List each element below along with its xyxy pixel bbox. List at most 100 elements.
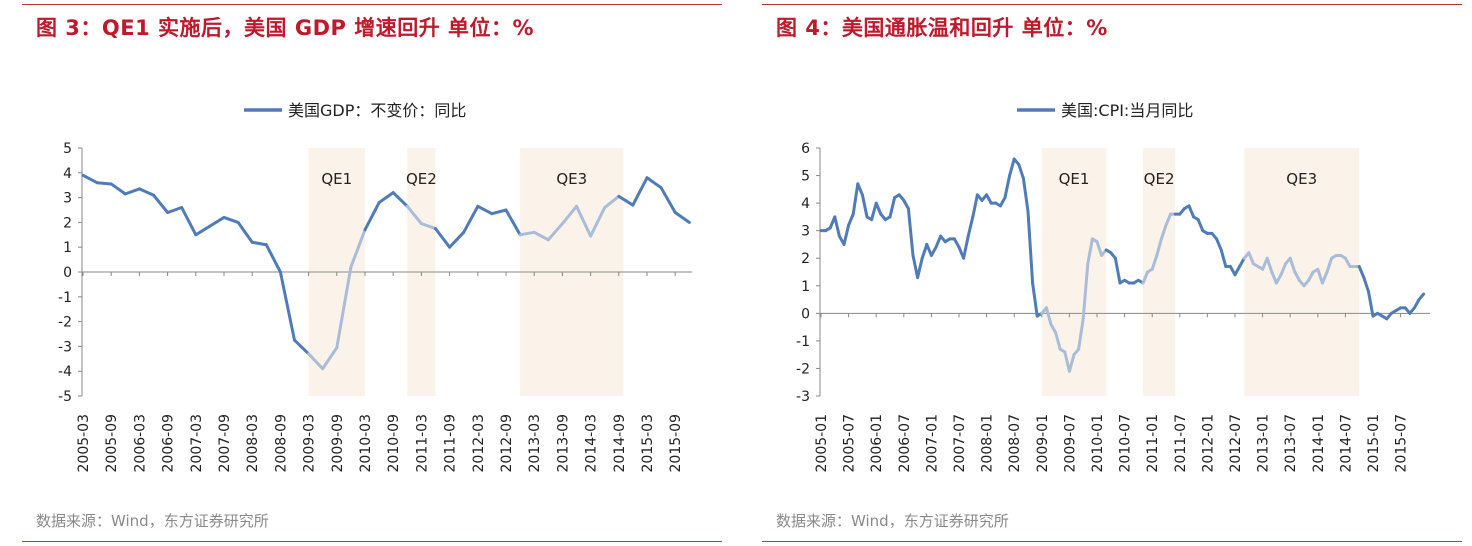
- legend-label: 美国:CPI:当月同比: [1061, 101, 1193, 120]
- series-line-segment: [180, 206, 198, 237]
- series-line-segment: [363, 201, 381, 232]
- series-line-segment: [278, 270, 296, 342]
- series-line-segment: [307, 352, 325, 371]
- x-tick-label: 2011-09: [443, 414, 459, 473]
- series-line-segment: [1187, 204, 1196, 219]
- series-line-segment: [166, 206, 184, 214]
- series-line-segment: [1307, 270, 1315, 282]
- x-tick-label: 2013-03: [527, 414, 543, 473]
- y-tick-label: -2: [796, 361, 810, 377]
- series-line-segment: [560, 204, 578, 226]
- series-line-segment: [902, 198, 910, 211]
- series-line-segment: [264, 243, 282, 274]
- y-tick-label: 3: [63, 191, 72, 207]
- series-line-segment: [1233, 264, 1242, 277]
- series-line-segment: [546, 222, 564, 242]
- series-line-segment: [1325, 256, 1334, 274]
- y-tick-label: -1: [58, 290, 72, 306]
- x-tick-label: 2014-09: [612, 414, 628, 473]
- source-note: 数据来源：Wind，东方证券研究所: [776, 512, 1009, 530]
- y-tick-label: 4: [801, 196, 810, 212]
- series-line-segment: [971, 193, 979, 219]
- series-line-segment: [476, 204, 494, 216]
- x-tick-label: 2010-09: [386, 414, 402, 473]
- series-line-segment: [95, 181, 113, 186]
- x-tick-label: 2006-07: [897, 414, 913, 473]
- series-line-segment: [673, 210, 691, 224]
- series-line-segment: [1003, 174, 1012, 200]
- x-tick-label: 2005-01: [814, 414, 830, 473]
- x-tick-label: 2015-09: [668, 414, 684, 473]
- series-line-segment: [1049, 322, 1058, 335]
- series-line-segment: [925, 242, 933, 257]
- series-line-segment: [462, 204, 480, 234]
- x-tick-label: 2011-03: [414, 414, 430, 473]
- series-line-segment: [870, 201, 878, 222]
- y-tick-label: -4: [58, 364, 72, 380]
- series-line-segment: [934, 234, 943, 249]
- source-note: 数据来源：Wind，东方证券研究所: [36, 512, 269, 530]
- x-tick-label: 2013-01: [1256, 414, 1272, 473]
- series-line-segment: [1279, 262, 1288, 277]
- x-tick-label: 2007-07: [952, 414, 968, 473]
- series-line-segment: [1081, 262, 1090, 321]
- x-tick-label: 2014-07: [1338, 414, 1354, 473]
- series-line-segment: [222, 215, 240, 224]
- x-tick-label: 2014-03: [584, 414, 600, 473]
- series-line-segment: [335, 265, 353, 350]
- y-tick-label: 3: [801, 224, 810, 240]
- shaded-period-qe3: [1244, 148, 1360, 396]
- bottom-rule: [22, 541, 722, 542]
- series-line-segment: [194, 224, 212, 237]
- series-line-segment: [1316, 267, 1324, 285]
- x-tick-label: 2015-03: [640, 414, 656, 473]
- series-line-segment: [137, 187, 155, 197]
- series-line-segment: [152, 193, 170, 214]
- x-tick-label: 2011-07: [1173, 414, 1189, 473]
- series-line-segment: [1063, 350, 1071, 373]
- series-line-segment: [1141, 270, 1150, 285]
- x-tick-label: 2009-01: [1035, 414, 1051, 473]
- series-line-segment: [617, 194, 635, 207]
- x-tick-label: 2007-03: [189, 414, 205, 473]
- series-line-segment: [1086, 237, 1094, 266]
- series-line-segment: [833, 215, 841, 238]
- series-line-segment: [1343, 256, 1352, 268]
- series-line-segment: [911, 253, 920, 280]
- series-line-segment: [1017, 163, 1025, 180]
- series-line-segment: [1288, 256, 1297, 274]
- series-line-segment: [321, 346, 339, 371]
- shaded-period-label: QE2: [1144, 170, 1175, 188]
- series-line-segment: [1164, 212, 1173, 227]
- series-line-segment: [1031, 281, 1039, 318]
- x-tick-label: 2014-01: [1311, 414, 1327, 473]
- y-tick-label: 1: [63, 240, 72, 256]
- series-line-segment: [1044, 306, 1053, 326]
- series-line-segment: [504, 208, 522, 237]
- x-tick-label: 2015-01: [1366, 414, 1382, 473]
- x-tick-label: 2012-09: [499, 414, 515, 473]
- x-tick-label: 2010-03: [358, 414, 374, 473]
- series-line-segment: [856, 182, 864, 197]
- series-line-segment: [532, 230, 550, 242]
- series-line-segment: [645, 176, 663, 190]
- top-rule: [22, 4, 722, 5]
- x-tick-label: 2005-03: [76, 414, 92, 473]
- x-tick-label: 2010-07: [1118, 414, 1134, 473]
- series-line-segment: [1150, 253, 1159, 271]
- series-line-segment: [851, 182, 860, 216]
- y-tick-label: 5: [63, 141, 72, 157]
- figure-title: 图 3：QE1 实施后，美国 GDP 增速回升 单位：%: [36, 16, 535, 40]
- y-tick-label: -2: [58, 315, 72, 331]
- series-line-segment: [1095, 240, 1104, 257]
- series-line-segment: [603, 194, 621, 210]
- x-tick-label: 2015-07: [1394, 414, 1410, 473]
- series-line-segment: [962, 234, 970, 260]
- series-line-segment: [1270, 270, 1278, 285]
- series-line-segment: [123, 187, 141, 196]
- y-tick-label: 1: [801, 279, 810, 295]
- series-line-segment: [1274, 273, 1283, 285]
- series-line-segment: [448, 230, 466, 249]
